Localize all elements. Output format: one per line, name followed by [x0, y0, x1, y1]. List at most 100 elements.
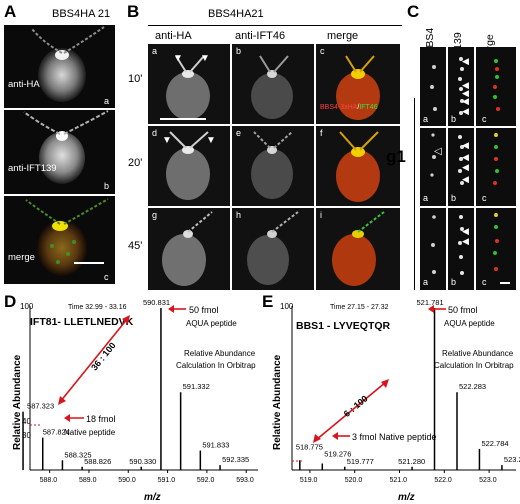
panel-b-time-2: 20' [128, 157, 143, 169]
panel-c-bracket-line [414, 98, 415, 290]
arrowhead-icon [168, 305, 174, 313]
panel-e-ratio-arrow [315, 381, 387, 441]
panel-b-image-h-micrograph [247, 211, 299, 285]
panel-d-aqua-amount: 50 fmol [189, 305, 219, 315]
d-xtick-label: 591.0 [158, 477, 176, 484]
panel-a-image-c [4, 196, 115, 284]
panel-d-spectrum: Time 32.99 - 33.16 IFT81- LLETLNEDVK Rel… [12, 298, 258, 503]
e-xtick-label: 519.0 [300, 477, 318, 484]
arrowhead-icon: ▼ [206, 135, 216, 146]
panel-c-sub-1c: c [482, 114, 487, 124]
panel-c-sub-1b: b [451, 114, 457, 124]
panel-b-sub-d: d [152, 128, 158, 138]
panel-e-xlabel: m/z [398, 492, 415, 503]
panel-b-sub-e: e [236, 128, 242, 138]
panel-c-sub-3a: a [423, 277, 429, 287]
e-xtick-label: 523.0 [479, 477, 497, 484]
panel-d-calc-note-2: Calculation In Orbitrap [176, 361, 256, 370]
panel-c-column-bbs4-micrograph [430, 65, 437, 274]
panel-c-column-merge-micrograph [493, 59, 500, 271]
panel-a-image-a-micrograph [31, 26, 105, 102]
panel-b-letter: B [127, 2, 140, 21]
panel-b-scale-bar [160, 118, 206, 120]
panel-b-image-a-micrograph [166, 55, 210, 120]
panel-b-sub-h: h [236, 210, 242, 220]
panel-b-image-i [316, 208, 400, 290]
panel-d-native-amount: 18 fmol [86, 414, 116, 424]
d-xtick-label: 588.0 [40, 477, 58, 484]
panel-b-image-e [232, 126, 314, 206]
panel-a-label-a: anti-HA [8, 79, 40, 90]
panel-e-ratio: 6 : 100 [342, 393, 370, 419]
d-peak-label: 590.330 [129, 457, 156, 466]
panel-a-label-b: anti-IFT139 [8, 163, 57, 174]
panel-c-sub-1a: a [423, 114, 429, 124]
panel-b-col-header-1: anti-HA [155, 30, 192, 42]
panel-a-scale-bar [74, 262, 104, 264]
e-xtick-label: 522.0 [434, 477, 452, 484]
arrowhead-icon: ◀ [462, 226, 469, 236]
panel-b-image-d-micrograph [166, 131, 210, 200]
panel-e-calc-note-2: Calculation In Orbitrap [434, 361, 514, 370]
arrowhead-icon: ▼ [162, 135, 172, 146]
d-peak-label: 587.824 [43, 428, 70, 437]
arrowhead-icon: ◀ [462, 152, 469, 162]
panel-e-aqua-label: AQUA peptide [444, 319, 495, 328]
panel-b-title-rule [148, 25, 402, 26]
panel-b-sub-g: g [152, 210, 158, 220]
panel-d-ylabel: Relative Abundance [12, 354, 23, 450]
panel-d-xlabel: m/z [144, 492, 161, 503]
arrowhead-icon [313, 434, 321, 443]
d-peak-label: 588.826 [84, 457, 111, 466]
d-xtick-label: 589.0 [79, 477, 97, 484]
panel-a-sub-a: a [104, 96, 110, 106]
e-peak-label: 519.777 [347, 457, 374, 466]
arrowhead-icon [428, 305, 434, 313]
arrowhead-icon: ◀ [462, 80, 469, 90]
panel-e-ylabel: Relative Abundance [272, 354, 283, 450]
panel-c-row-separator [420, 206, 516, 208]
d-xtick-label: 592.0 [197, 477, 215, 484]
panel-b-merge-legend: BBS4-3xHA/IFT46 [320, 104, 378, 111]
panel-c-column-ift139 [448, 47, 474, 290]
d-peak-label: 592.335 [222, 455, 249, 464]
panel-c-sub-3c: c [482, 277, 487, 287]
d-peak-label: 587.323 [27, 402, 54, 411]
panel-b-image-h [232, 208, 314, 290]
panel-b-image-i-micrograph [332, 211, 385, 286]
panel-d-ytick-100: 100 [20, 302, 34, 311]
panel-d-calc-note-1: Relative Abundance [184, 349, 256, 358]
panel-a-sub-c: c [104, 272, 109, 282]
e-peak-label: 523.286 [504, 455, 520, 464]
panel-d-ratio-arrow [59, 317, 129, 403]
panel-d-ratio: 36 : 100 [89, 340, 118, 372]
panel-c-letter: C [407, 2, 420, 21]
panel-b-sub-a: a [152, 46, 158, 56]
panel-b-title: BBS4HA21 [208, 8, 264, 20]
legend-green: IFT46 [359, 104, 378, 111]
panel-a-label-c: merge [8, 252, 35, 263]
panel-e-calc-note-1: Relative Abundance [442, 349, 514, 358]
arrowhead-icon [122, 315, 130, 324]
panel-b-image-c-micrograph [336, 55, 380, 120]
panel-b-image-g [148, 208, 230, 290]
panel-e-letter: E [262, 292, 274, 311]
panel-d-aqua-label: AQUA peptide [186, 319, 237, 328]
e-xtick-label: 521.0 [390, 477, 408, 484]
panel-c-column-merge [476, 47, 516, 290]
d-xtick-label: 593.0 [236, 477, 254, 484]
panel-a-title: BBS4HA 21 [52, 8, 111, 20]
panel-c-group-label: g1 [386, 147, 406, 166]
panel-b-image-e-micrograph [251, 131, 293, 199]
panel-a-image-a [4, 25, 115, 108]
panel-b-col-header-2: anti-IFT46 [235, 30, 286, 42]
panel-d-ytick-40: 40 [22, 417, 31, 426]
panel-b-image-f [316, 126, 400, 206]
arrowhead-icon: ▼ [173, 53, 183, 64]
arrowhead-icon: ◀ [462, 174, 469, 184]
panel-c-sub-2a: a [423, 193, 429, 203]
panel-b-image-f-micrograph [336, 131, 380, 202]
panel-b-image-d [148, 126, 230, 206]
e-peak-label: 522.784 [481, 439, 508, 448]
d-peak-label: 591.833 [202, 441, 229, 450]
